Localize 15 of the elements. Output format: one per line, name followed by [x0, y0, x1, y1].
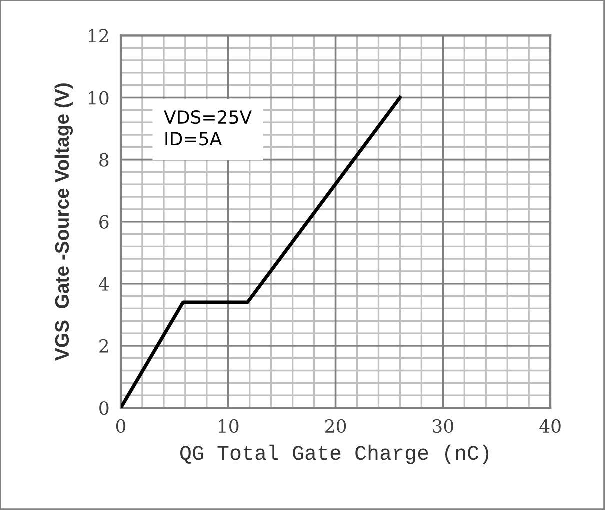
- y-tick-label: 4: [98, 277, 109, 291]
- y-axis-title: VGS Gate -Source Voltage (V): [54, 84, 74, 361]
- y-tick-label: 12: [89, 29, 108, 43]
- x-tick-label: 30: [433, 419, 454, 434]
- y-tick-label: 10: [89, 91, 109, 105]
- x-tick-label: 20: [326, 419, 346, 434]
- x-tick-label: 0: [116, 419, 126, 434]
- annotation: VDS=25V ID=5A: [164, 110, 252, 146]
- y-tick-label: 8: [100, 153, 109, 167]
- y-tick-label: 6: [100, 215, 109, 229]
- y-tick-label: 0: [100, 401, 109, 416]
- x-axis-title: QG Total Gate Charge (nC): [180, 444, 489, 464]
- x-tick-label: 10: [219, 419, 239, 434]
- y-tick-label: 2: [100, 339, 108, 353]
- x-tick-label: 40: [540, 419, 561, 434]
